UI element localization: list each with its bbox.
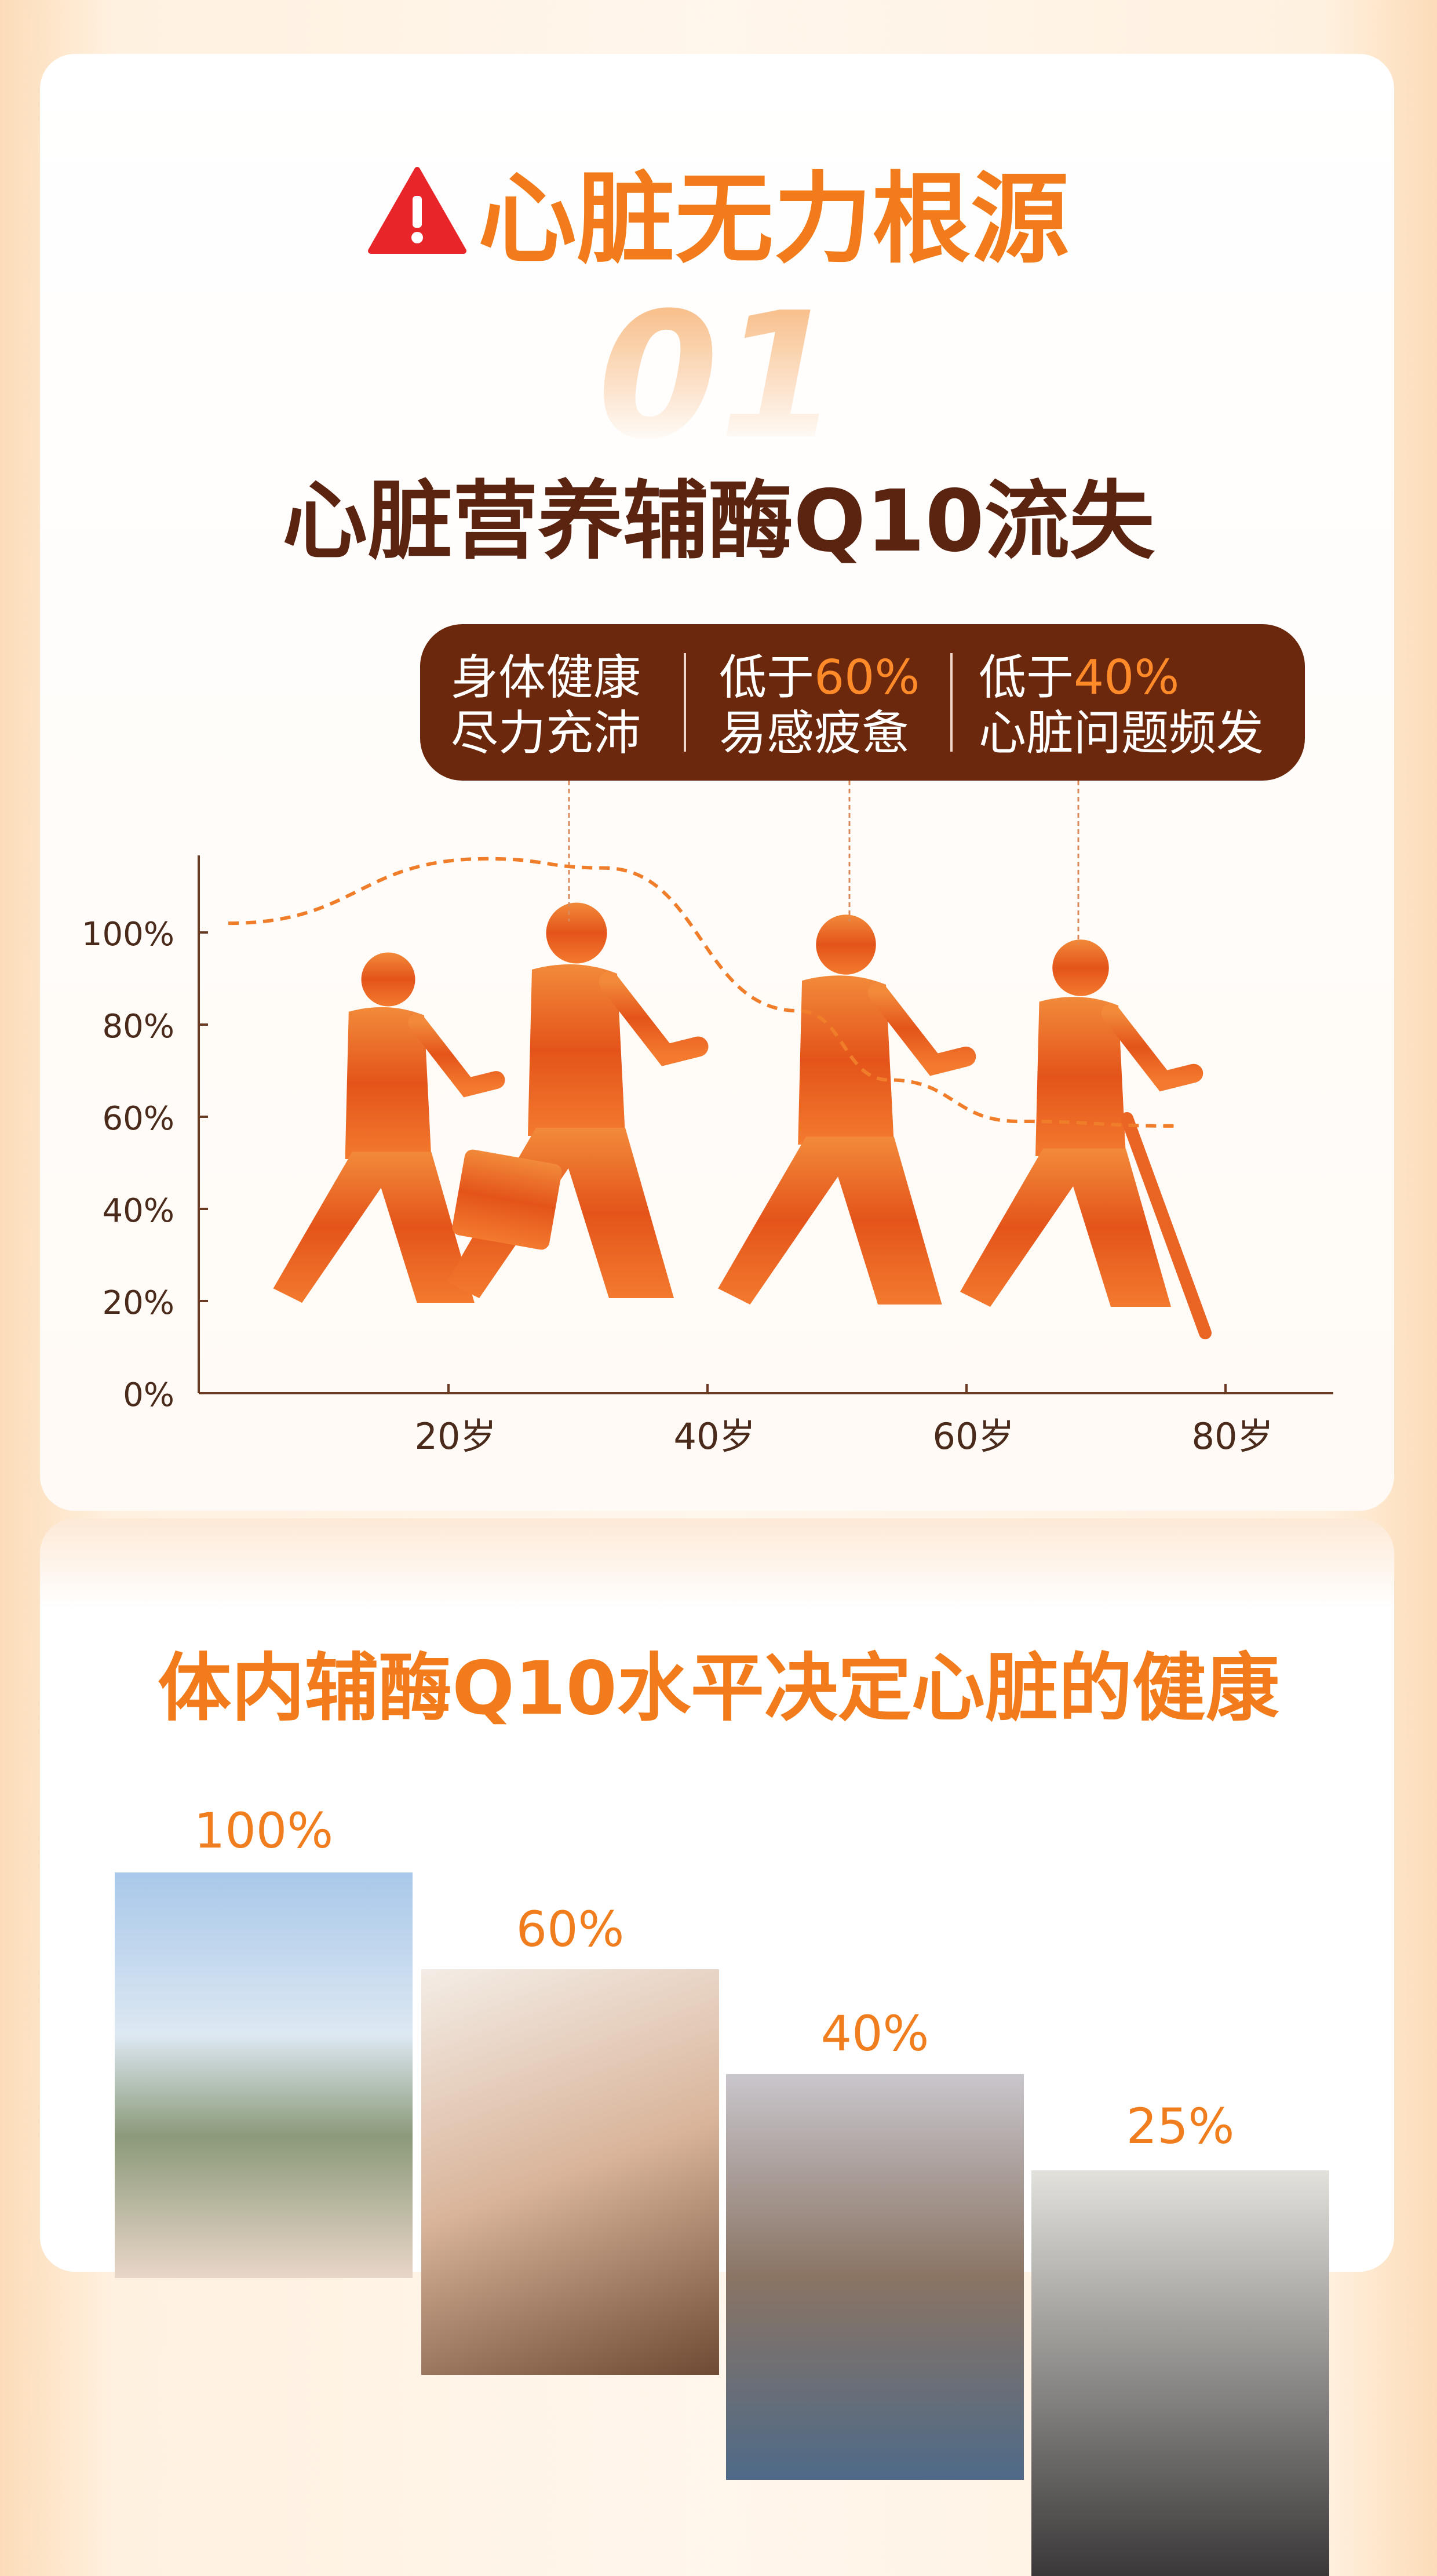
arm — [878, 993, 966, 1065]
level-label: 25% — [1031, 2098, 1329, 2155]
coq10-chart: 0% 20% 40% 60% 80% 100% 20岁 40岁 60岁 80岁 — [0, 0, 1437, 1507]
level-label: 100% — [115, 1802, 413, 1859]
child-silhouette — [273, 953, 496, 1303]
x-tick-label: 80岁 — [1192, 1415, 1274, 1458]
legs — [960, 1149, 1171, 1307]
head — [546, 903, 607, 964]
section2-title: 体内辅酶Q10水平决定心脏的健康 — [0, 1628, 1437, 1735]
arm — [609, 982, 698, 1055]
y-tick-label: 20% — [103, 1284, 174, 1322]
y-tick-label: 60% — [103, 1100, 174, 1138]
y-tick-label: 40% — [103, 1192, 174, 1230]
head — [362, 953, 415, 1007]
head — [816, 914, 876, 975]
briefcase — [451, 1148, 563, 1251]
arm — [1111, 1013, 1194, 1081]
legs — [273, 1152, 475, 1303]
x-tick-label: 20岁 — [415, 1415, 497, 1458]
level-label: 40% — [726, 2005, 1024, 2062]
y-tick-label: 80% — [103, 1008, 174, 1045]
x-tick-label: 60岁 — [933, 1415, 1015, 1458]
man-in-discomfort-photo — [726, 2074, 1024, 2480]
healthy-woman-running-photo — [115, 1872, 413, 2278]
y-tick-label: 100% — [82, 916, 174, 953]
head — [1052, 939, 1109, 996]
level-label: 60% — [421, 1901, 719, 1958]
x-tick-label: 40岁 — [674, 1415, 756, 1458]
yawning-tired-woman-photo — [421, 1969, 719, 2375]
arm — [417, 1022, 496, 1087]
person-collapsed-photo — [1031, 2170, 1329, 2576]
middle-aged-silhouette — [718, 914, 966, 1305]
silhouettes — [273, 903, 1205, 1333]
y-tick-label: 0% — [123, 1376, 174, 1414]
legs — [718, 1136, 942, 1305]
